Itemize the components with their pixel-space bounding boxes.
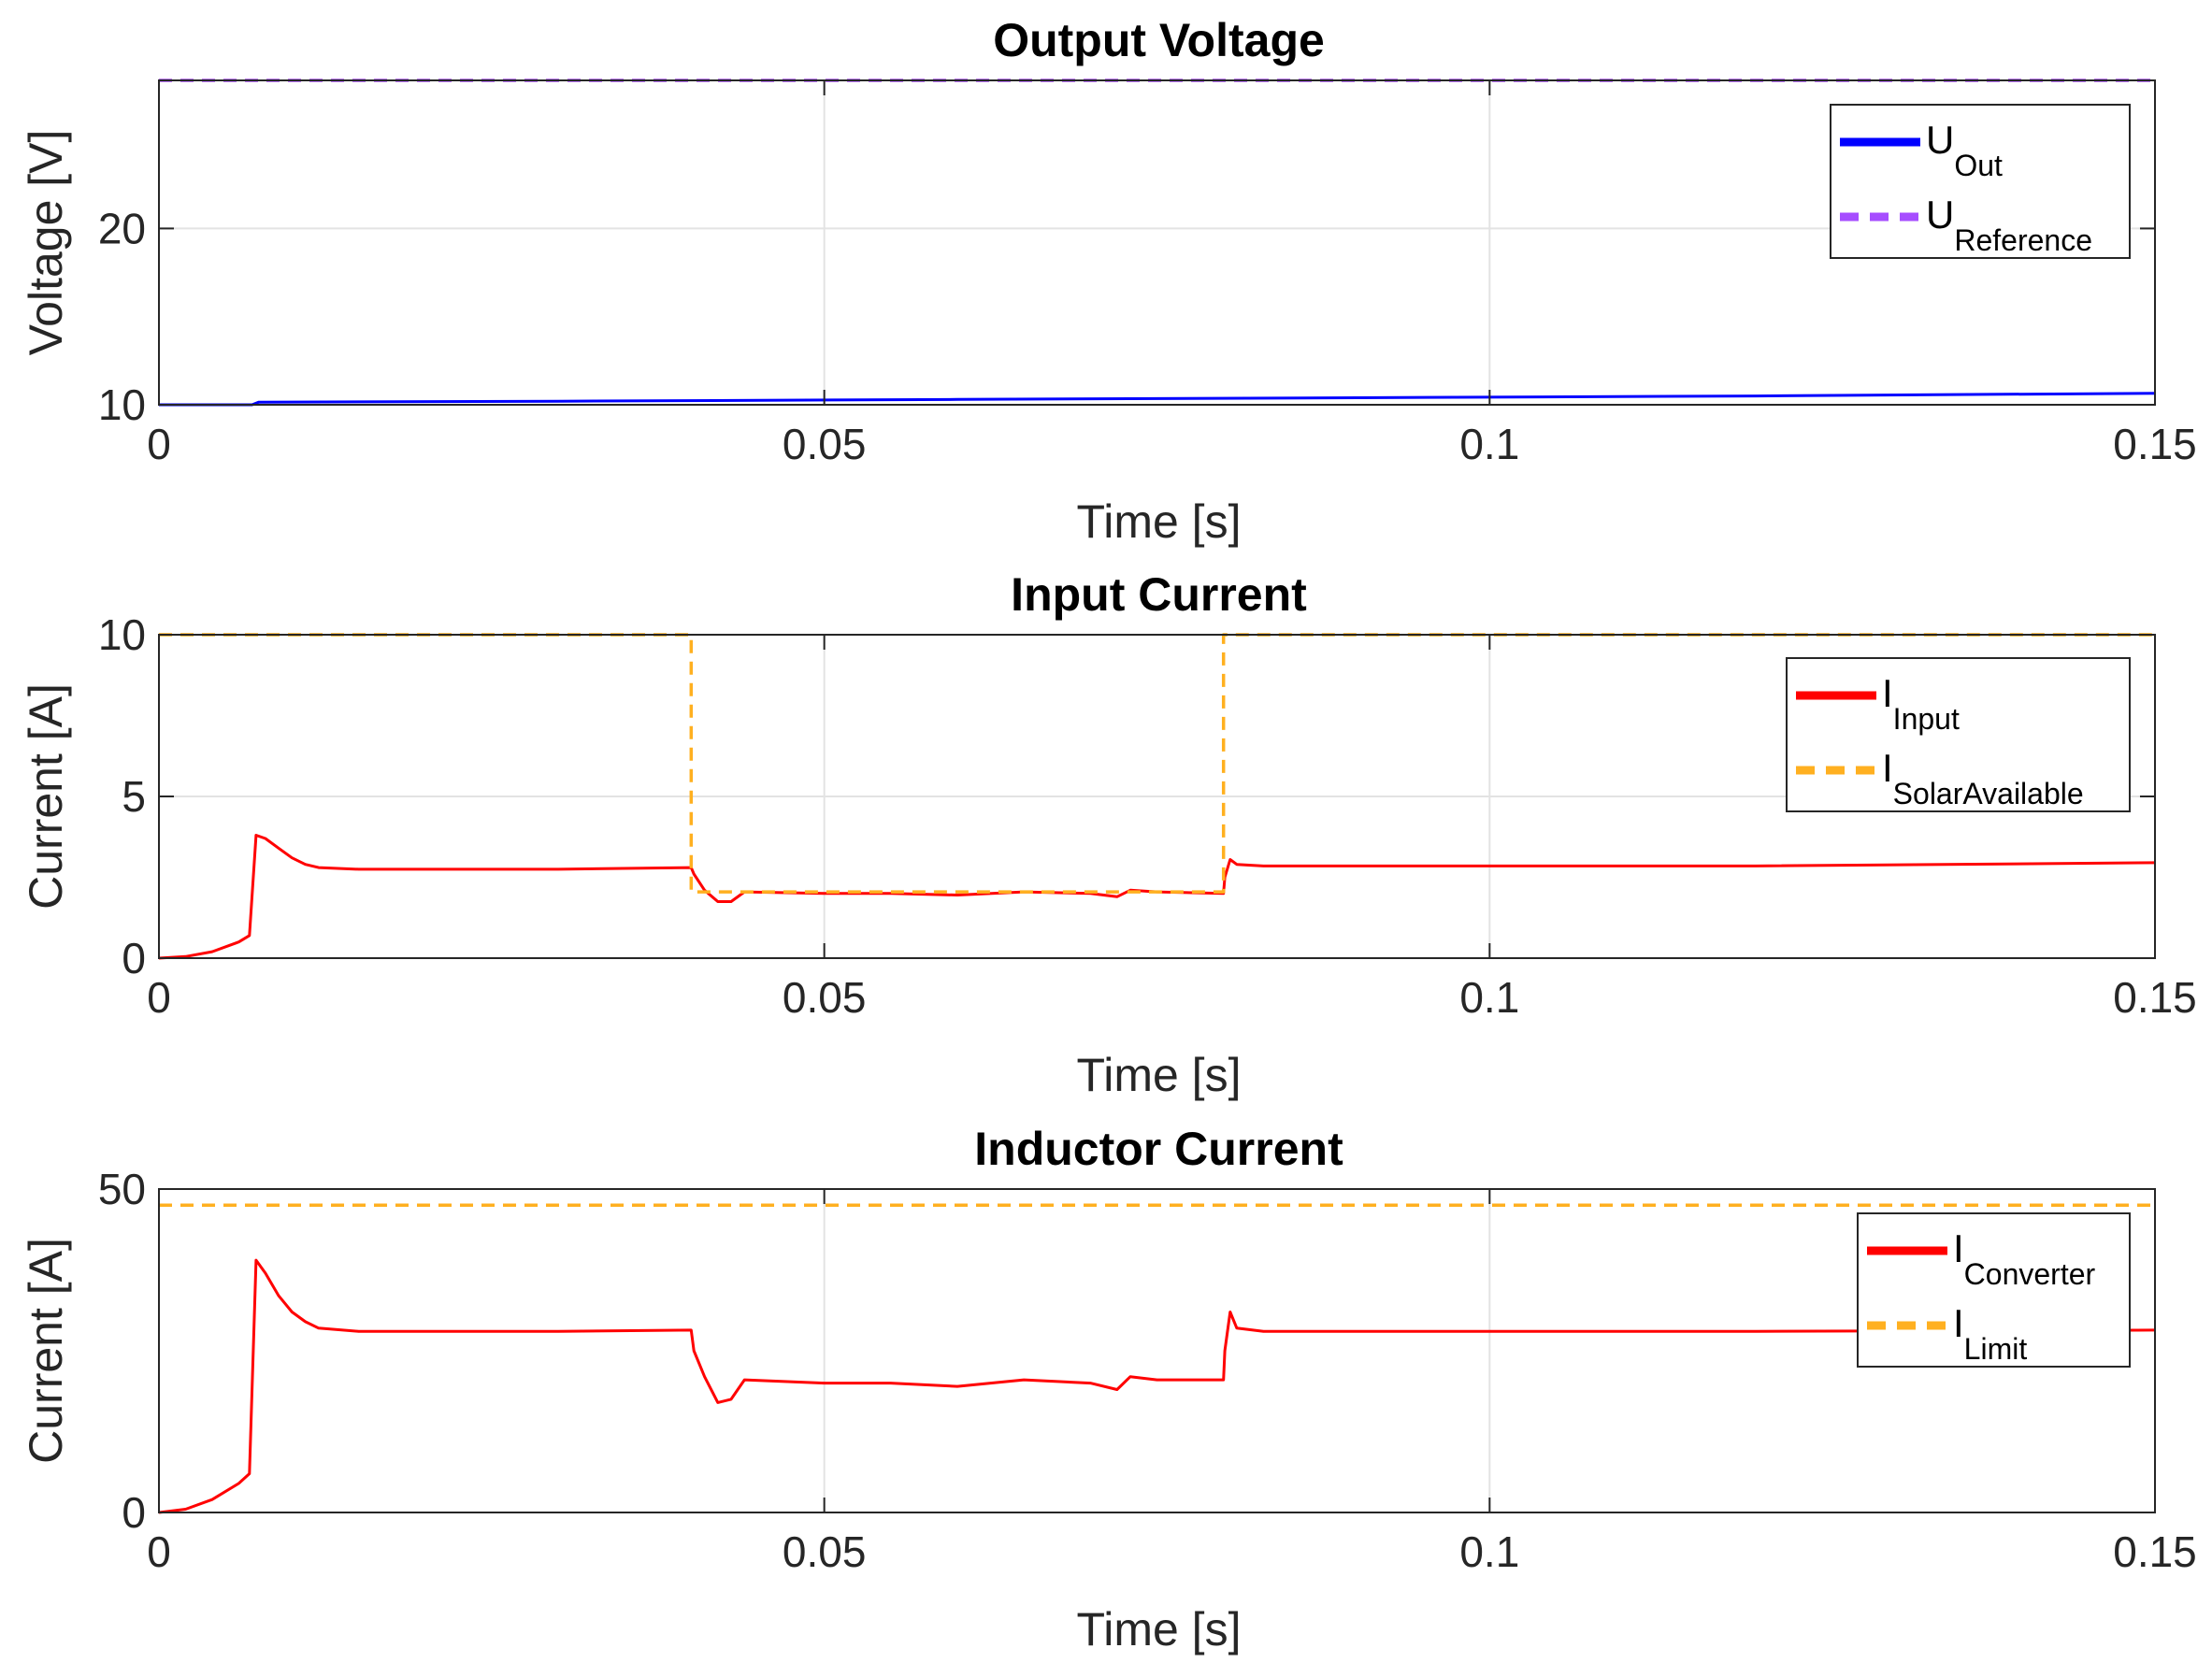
series-group [159, 1203, 2155, 1514]
y-tick-label: 0 [122, 934, 146, 982]
plot-area [159, 1189, 2155, 1512]
legend-box [1830, 104, 2131, 259]
legend-entry-subscript: Input [1893, 702, 1960, 736]
x-tick-label: 0 [147, 420, 171, 468]
subplot-title: Input Current [1011, 568, 1307, 621]
x-tick-label: 0.05 [783, 420, 867, 468]
series-group [159, 633, 2155, 960]
y-tick-label: 5 [122, 772, 146, 821]
subplot-title: Output Voltage [993, 14, 1325, 66]
y-axis-label: Current [A] [20, 1238, 72, 1464]
x-tick-label: 0 [147, 973, 171, 1022]
x-tick-label: 0.15 [2113, 973, 2197, 1022]
axes-box [158, 1188, 2156, 1513]
y-tick-label: 0 [122, 1488, 146, 1537]
x-axis-label: Time [s] [1077, 1603, 1242, 1656]
x-tick-label: 0.05 [783, 1527, 867, 1576]
legend-box [1857, 1212, 2131, 1368]
legend-entry-subscript: Out [1954, 149, 2003, 182]
x-tick-label: 0.1 [1459, 420, 1519, 468]
x-tick-label: 0.1 [1459, 973, 1519, 1022]
legend-entry-subscript: Reference [1954, 223, 2092, 257]
subplot-3: 0 0.05 0.1 0.15 0 50 Inductor Current Time [s] C… [20, 1123, 2197, 1656]
plot-area [159, 80, 2155, 405]
x-tick-label: 0.15 [2113, 420, 2197, 468]
legend-entry-subscript: Limit [1964, 1332, 2028, 1366]
y-axis-label: Current [A] [20, 683, 72, 910]
x-tick-label: 0.1 [1459, 1527, 1519, 1576]
subplot-2: 0 0.05 0.1 0.15 0 5 10 Input Current Time [s] Cur… [20, 568, 2197, 1101]
x-axis-label: Time [s] [1077, 495, 1242, 548]
x-axis-label: Time [s] [1077, 1049, 1242, 1101]
series-line-solaravailable [159, 633, 2155, 894]
axes-box [158, 79, 2156, 406]
legend-box [1786, 657, 2131, 812]
y-axis-label: Voltage [V] [20, 130, 72, 356]
x-tick-label: 0.05 [783, 973, 867, 1022]
x-tick-label: 0 [147, 1527, 171, 1576]
legend-entry-subscript: SolarAvailable [1893, 777, 2084, 810]
y-tick-label: 10 [98, 610, 146, 659]
y-tick-label: 10 [98, 380, 146, 429]
subplot-1: 0 0.05 0.1 0.15 10 20 Output Voltage Time [s] Vo… [20, 14, 2197, 548]
legend-entry-subscript: Converter [1964, 1257, 2096, 1291]
y-tick-label: 50 [98, 1165, 146, 1213]
subplot-title: Inductor Current [974, 1123, 1343, 1175]
series-line-converter [159, 1258, 2155, 1514]
y-tick-label: 20 [98, 204, 146, 252]
series-line-input [159, 834, 2155, 960]
x-tick-label: 0.15 [2113, 1527, 2197, 1576]
